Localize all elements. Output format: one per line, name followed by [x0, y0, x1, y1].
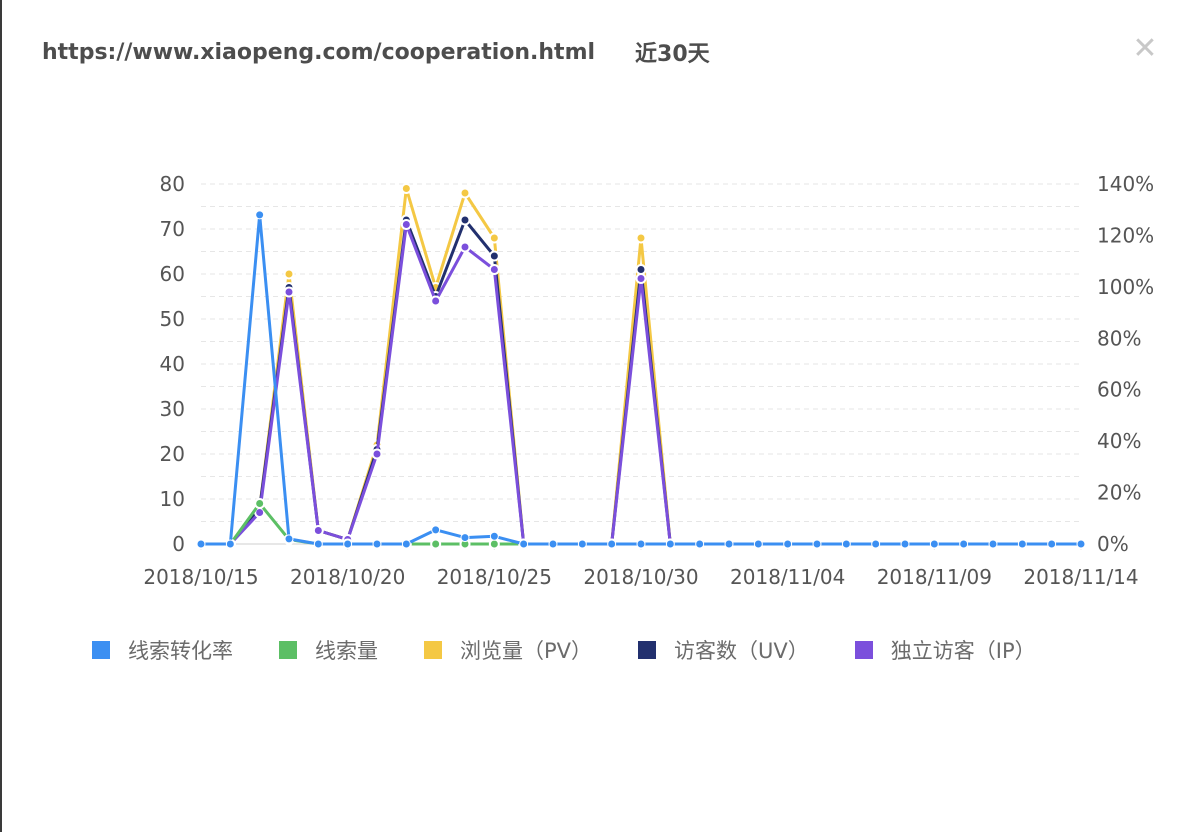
legend-item[interactable]: 线索转化率: [92, 635, 233, 665]
legend-swatch: [92, 641, 110, 659]
data-point: [488, 538, 500, 550]
data-point: [1047, 539, 1057, 549]
y-right-tick-label: 80%: [1097, 326, 1141, 350]
data-point: [900, 539, 910, 549]
data-point: [783, 539, 793, 549]
x-tick-label: 2018/11/14: [1023, 565, 1138, 589]
legend-label: 线索量: [315, 639, 378, 663]
data-point: [607, 539, 617, 549]
period-label: 近30天: [635, 42, 710, 67]
data-point: [254, 498, 266, 509]
legend-swatch: [638, 641, 657, 659]
y-right-tick-label: 60%: [1097, 378, 1141, 402]
y-left-tick-label: 30: [160, 397, 185, 421]
data-point: [488, 250, 500, 262]
data-point: [459, 214, 471, 226]
data-point: [871, 539, 881, 549]
y-left-tick-label: 20: [160, 442, 185, 466]
data-point: [312, 525, 324, 536]
data-point: [459, 241, 471, 253]
chart-header: https://www.xiaopeng.com/cooperation.htm…: [42, 36, 710, 68]
data-point: [284, 534, 294, 544]
data-point: [430, 295, 442, 307]
data-point: [959, 539, 969, 549]
y-right-tick-label: 120%: [1097, 223, 1154, 247]
data-point: [488, 232, 500, 244]
close-icon[interactable]: ✕: [1132, 31, 1158, 66]
legend-item[interactable]: 浏览量（PV）: [424, 635, 592, 665]
legend-item[interactable]: 独立访客（IP）: [854, 635, 1036, 665]
data-point: [283, 268, 295, 280]
data-point: [196, 539, 206, 549]
data-point: [372, 539, 382, 549]
data-point: [724, 539, 734, 549]
x-tick-label: 2018/11/09: [877, 565, 992, 589]
data-point: [283, 286, 295, 298]
window-left-edge: [0, 0, 2, 832]
legend-item[interactable]: 访客数（UV）: [638, 635, 809, 665]
data-point: [636, 539, 646, 549]
data-point: [255, 210, 265, 220]
data-point: [460, 533, 470, 543]
data-point: [401, 539, 411, 549]
legend-item[interactable]: 线索量: [279, 635, 378, 665]
data-point: [577, 539, 587, 549]
data-point: [371, 448, 383, 460]
data-point: [929, 539, 939, 549]
y-right-tick-label: 100%: [1097, 275, 1154, 299]
data-point: [488, 264, 500, 275]
legend-swatch: [854, 641, 873, 659]
y-right-tick-label: 0%: [1097, 532, 1129, 556]
x-tick-label: 2018/11/04: [730, 565, 845, 589]
line-chart: 80 70 60 50 40 30 20 10 0 140% 120% 100% 80% 60% 40% 20…: [130, 160, 1170, 600]
y-left-tick-label: 50: [160, 307, 185, 331]
data-point: [988, 539, 998, 549]
y-left-tick-label: 40: [160, 352, 185, 376]
legend-swatch: [279, 641, 297, 659]
legend-label: 线索转化率: [128, 639, 233, 663]
data-point: [519, 539, 529, 549]
x-tick-label: 2018/10/30: [583, 565, 698, 589]
data-point: [225, 539, 235, 549]
y-left-tick-label: 10: [160, 487, 185, 511]
chart-legend: 线索转化率 线索量 浏览量（PV） 访客数（UV） 独立访客（IP）: [92, 632, 1036, 668]
x-tick-label: 2018/10/25: [437, 565, 552, 589]
y-left-tick-label: 70: [160, 217, 185, 241]
x-tick-label: 2018/10/15: [143, 565, 258, 589]
data-point: [753, 539, 763, 549]
data-point: [459, 187, 471, 199]
data-point: [430, 538, 442, 550]
data-point: [665, 539, 675, 549]
data-point: [812, 539, 822, 549]
page-url: https://www.xiaopeng.com/cooperation.htm…: [42, 39, 596, 65]
data-point: [343, 539, 353, 549]
data-point: [548, 539, 558, 549]
legend-swatch: [424, 641, 442, 659]
data-point: [489, 531, 499, 541]
data-point: [313, 539, 323, 549]
legend-label: 浏览量（PV）: [460, 639, 593, 663]
data-point: [1076, 539, 1086, 549]
data-point: [400, 219, 412, 230]
data-point: [841, 539, 851, 549]
x-tick-label: 2018/10/20: [290, 565, 405, 589]
y-left-tick-label: 60: [160, 262, 185, 286]
series-line: [201, 502, 1081, 546]
data-point: [635, 264, 647, 275]
y-right-tick-label: 140%: [1097, 172, 1154, 196]
y-left-tick-label: 0: [172, 532, 185, 556]
legend-label: 独立访客（IP）: [890, 639, 1036, 663]
legend-label: 访客数（UV）: [674, 639, 809, 663]
y-left-tick-label: 80: [160, 172, 185, 196]
data-point: [635, 232, 647, 244]
data-point: [1017, 539, 1027, 549]
data-point: [400, 183, 412, 194]
data-point: [695, 539, 705, 549]
y-right-tick-label: 20%: [1097, 481, 1141, 505]
y-right-tick-label: 40%: [1097, 429, 1141, 453]
data-point: [635, 273, 647, 284]
data-point: [431, 525, 441, 535]
chart-svg: 80 70 60 50 40 30 20 10 0 140% 120% 100% 80% 60% 40% 20…: [143, 172, 1154, 589]
